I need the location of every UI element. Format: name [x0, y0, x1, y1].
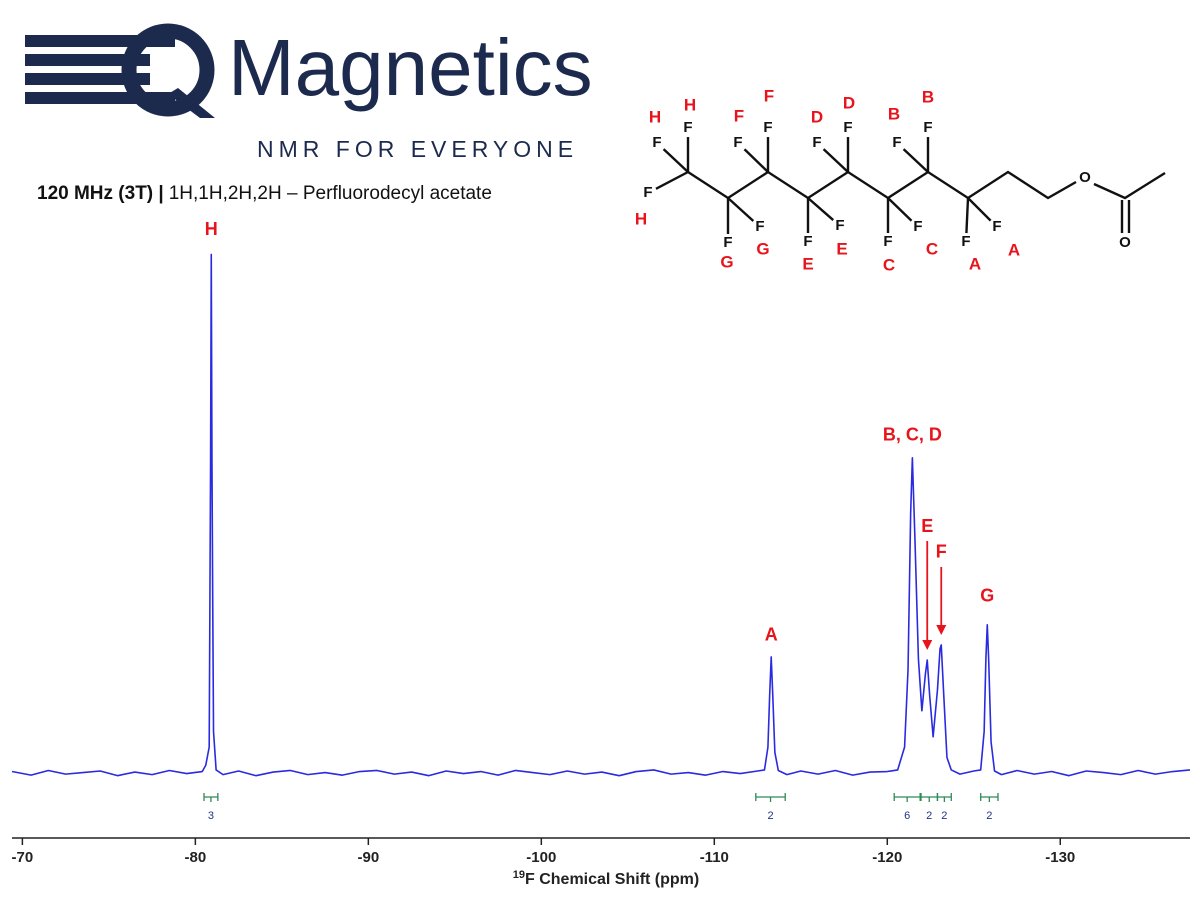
assignment-label: C [926, 239, 938, 258]
atom-label: F [723, 234, 732, 251]
assignment-label: G [756, 239, 769, 258]
x-tick-label: -110 [700, 849, 729, 866]
subtitle-bold: 120 MHz (3T) | [37, 183, 164, 204]
integral-bracket [203, 793, 219, 802]
atom-label: F [913, 218, 922, 235]
logo-brand: Magnetics [228, 23, 593, 112]
assignment-label: F [734, 106, 744, 125]
integral-label: 2 [926, 810, 932, 822]
assignment-label: D [811, 107, 823, 126]
atom-label: F [961, 233, 970, 250]
assignment-label: G [720, 252, 733, 271]
c-f-bond [902, 148, 929, 173]
x-tick-label: -80 [185, 849, 207, 866]
peak-arrow-head [922, 640, 933, 651]
c-f-bond [655, 170, 689, 190]
assignment-label: E [836, 239, 847, 258]
x-axis-label-text: F Chemical Shift (ppm) [525, 871, 699, 888]
integral-label: 3 [208, 810, 214, 822]
spectrum [11, 253, 1191, 777]
logo-ring [121, 23, 215, 117]
atom-label: F [883, 233, 892, 250]
c-f-bond [743, 148, 769, 173]
molecule [655, 137, 1166, 234]
x-tick-label: -70 [12, 849, 34, 866]
c-f-bond [662, 148, 689, 173]
logo-tail [168, 88, 215, 118]
integral-bracket [920, 793, 939, 802]
x-tick-label: -100 [526, 849, 556, 866]
atom-label: F [812, 134, 821, 151]
integral-bracket [936, 793, 952, 802]
atom-label: F [652, 134, 661, 151]
integral-bracket [755, 793, 786, 802]
atom-label: F [992, 218, 1001, 235]
assignment-label: H [635, 209, 647, 228]
backbone [687, 170, 1077, 200]
c-f-bond [807, 197, 835, 221]
x-tick-label: -120 [872, 849, 902, 866]
assignment-label: B [922, 87, 934, 106]
integral-label: 2 [986, 810, 992, 822]
integral-bracket [980, 793, 999, 802]
integral-label: 6 [904, 810, 910, 822]
atom-label: F [835, 217, 844, 234]
subtitle: 120 MHz (3T) | 1H,1H,2H,2H – Perfluorodec… [37, 183, 492, 204]
peak-label: H [205, 219, 218, 239]
integral-bracket [893, 793, 921, 802]
peak-label: B, C, D [883, 425, 942, 445]
x-axis-label-sup: 19 [513, 869, 525, 881]
c-f-bond [887, 197, 913, 222]
integral-label: 2 [767, 810, 773, 822]
assignment-label: D [843, 93, 855, 112]
atom-label: F [763, 119, 772, 136]
assignment-label: F [764, 86, 774, 105]
atom-label: F [843, 119, 852, 136]
atom-label: O [1079, 169, 1091, 186]
assignment-label: A [1008, 240, 1020, 259]
peak-label: E [921, 516, 933, 536]
assignment-label: H [649, 107, 661, 126]
subtitle-text: 1H,1H,2H,2H – Perfluorodecyl acetate [169, 183, 492, 204]
x-tick-label: -90 [357, 849, 379, 866]
assignment-label: A [969, 254, 981, 273]
assignment-label: B [888, 104, 900, 123]
atom-label: F [923, 119, 932, 136]
assignment-label: H [684, 95, 696, 114]
logo-stripe [25, 73, 150, 85]
atom-label: F [733, 134, 742, 151]
peak-arrow-head [936, 624, 947, 635]
atom-label: F [803, 233, 812, 250]
atom-label: O [1119, 234, 1131, 251]
x-tick-label: -130 [1045, 849, 1075, 866]
atom-label: F [683, 119, 692, 136]
ester-bond [1093, 171, 1166, 200]
assignment-label: C [883, 255, 895, 274]
peak-label: G [980, 585, 994, 605]
atom-label: F [643, 184, 652, 201]
c-f-bond [822, 148, 849, 173]
c-f-bond [967, 197, 992, 222]
x-axis-label: 19F Chemical Shift (ppm) [513, 869, 699, 888]
logo-stripe [25, 54, 150, 66]
atom-label: F [892, 134, 901, 151]
logo: Magnetics NMR FOR EVERYONE [25, 23, 593, 162]
c-f-bond [727, 197, 755, 222]
assignment-label: E [802, 254, 813, 273]
integral-label: 2 [941, 810, 947, 822]
c-f-bond [965, 197, 970, 234]
peak-label: A [765, 625, 778, 645]
atom-label: F [755, 218, 764, 235]
peak-label: F [936, 542, 947, 562]
logo-tagline: NMR FOR EVERYONE [257, 136, 578, 162]
